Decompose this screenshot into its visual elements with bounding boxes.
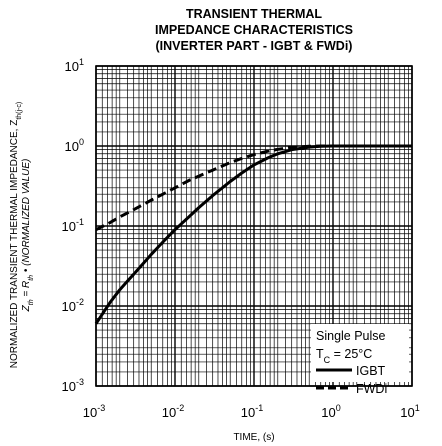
- x-tick-label: 100: [321, 403, 340, 420]
- x-tick-label: 101: [400, 403, 419, 420]
- legend-box: [311, 324, 409, 382]
- y-tick-label-exp: 0: [79, 137, 84, 147]
- y-axis-label-line-2: Zth = Rth • (NORMALIZED VALUE): [21, 159, 35, 313]
- x-tick-label: 10-3: [83, 403, 105, 420]
- series-line-igbt: [94, 144, 412, 325]
- x-tick-label-exp: -2: [176, 403, 184, 413]
- x-tick-label-base: 10: [241, 405, 255, 420]
- y-axis-label-line-2-rest: • (NORMALIZED VALUE): [21, 159, 32, 275]
- y-tick-label-exp: -2: [76, 297, 84, 307]
- series-lines: [94, 144, 412, 325]
- y-tick-label-exp: -1: [76, 217, 84, 227]
- y-axis-label-line-1-sub: th(j-c): [16, 102, 23, 120]
- y-axis-label-line-2-zsub: th: [28, 299, 35, 305]
- x-tick-label-base: 10: [83, 405, 97, 420]
- x-axis-ticks: 10-3 10-2 10-1 100 101: [83, 403, 420, 420]
- y-tick-label-base: 10: [65, 139, 79, 154]
- x-tick-label-exp: -1: [255, 403, 263, 413]
- y-axis-label-line-2-rsub: th: [28, 275, 35, 281]
- x-tick-label-exp: 1: [415, 403, 420, 413]
- y-axis-label-line-1: NORMALIZED TRANSIENT THERMAL IMPEDANCE, …: [9, 102, 23, 368]
- legend-header: Single Pulse: [316, 329, 386, 343]
- legend-igbt-label: IGBT: [356, 364, 386, 378]
- x-tick-label: 10-2: [162, 403, 184, 420]
- chart-title-line-1: TRANSIENT THERMAL: [186, 7, 322, 21]
- chart-title-line-2: IMPEDANCE CHARACTERISTICS: [155, 23, 353, 37]
- x-tick-label-base: 10: [400, 405, 414, 420]
- x-tick-label-base: 10: [162, 405, 176, 420]
- legend-fwdi-label: FWDi: [356, 382, 387, 396]
- legend-condition-sub: C: [324, 355, 331, 365]
- legend: Single Pulse TC = 25°C IGBT FWDi: [311, 324, 409, 396]
- x-axis-label: TIME, (s): [233, 432, 274, 443]
- y-tick-label-base: 10: [62, 219, 76, 234]
- plot-frame: [95, 65, 413, 387]
- y-tick-label: 10-2: [62, 297, 84, 314]
- y-tick-label-exp: 1: [79, 57, 84, 67]
- y-axis-label: NORMALIZED TRANSIENT THERMAL IMPEDANCE, …: [9, 102, 23, 368]
- y-axis-label-line-1-text: NORMALIZED TRANSIENT THERMAL IMPEDANCE, …: [9, 120, 20, 369]
- y-axis-label-line-2-z: Z: [21, 304, 32, 312]
- y-tick-label-base: 10: [62, 379, 76, 394]
- x-tick-label: 10-1: [241, 403, 263, 420]
- y-axis-label-line-2-eq: = R: [21, 281, 32, 300]
- y-tick-label: 100: [65, 137, 84, 154]
- y-tick-label: 10-1: [62, 217, 84, 234]
- legend-condition-rest: = 25°C: [330, 347, 372, 361]
- y-tick-label-base: 10: [65, 59, 79, 74]
- y-tick-label-exp: -3: [76, 377, 84, 387]
- legend-condition-t: T: [316, 347, 324, 361]
- x-tick-label-exp: 0: [336, 403, 341, 413]
- legend-condition: TC = 25°C: [316, 347, 372, 365]
- series-line-fwdi: [95, 144, 412, 232]
- y-tick-label: 10-3: [62, 377, 84, 394]
- y-axis-label-2: Zth = Rth • (NORMALIZED VALUE): [21, 159, 35, 313]
- x-tick-label-exp: -3: [97, 403, 105, 413]
- x-tick-label-base: 10: [321, 405, 335, 420]
- y-tick-label-base: 10: [62, 299, 76, 314]
- y-tick-label: 101: [65, 57, 84, 74]
- chart-title-line-3: (INVERTER PART - IGBT & FWDi): [156, 39, 353, 53]
